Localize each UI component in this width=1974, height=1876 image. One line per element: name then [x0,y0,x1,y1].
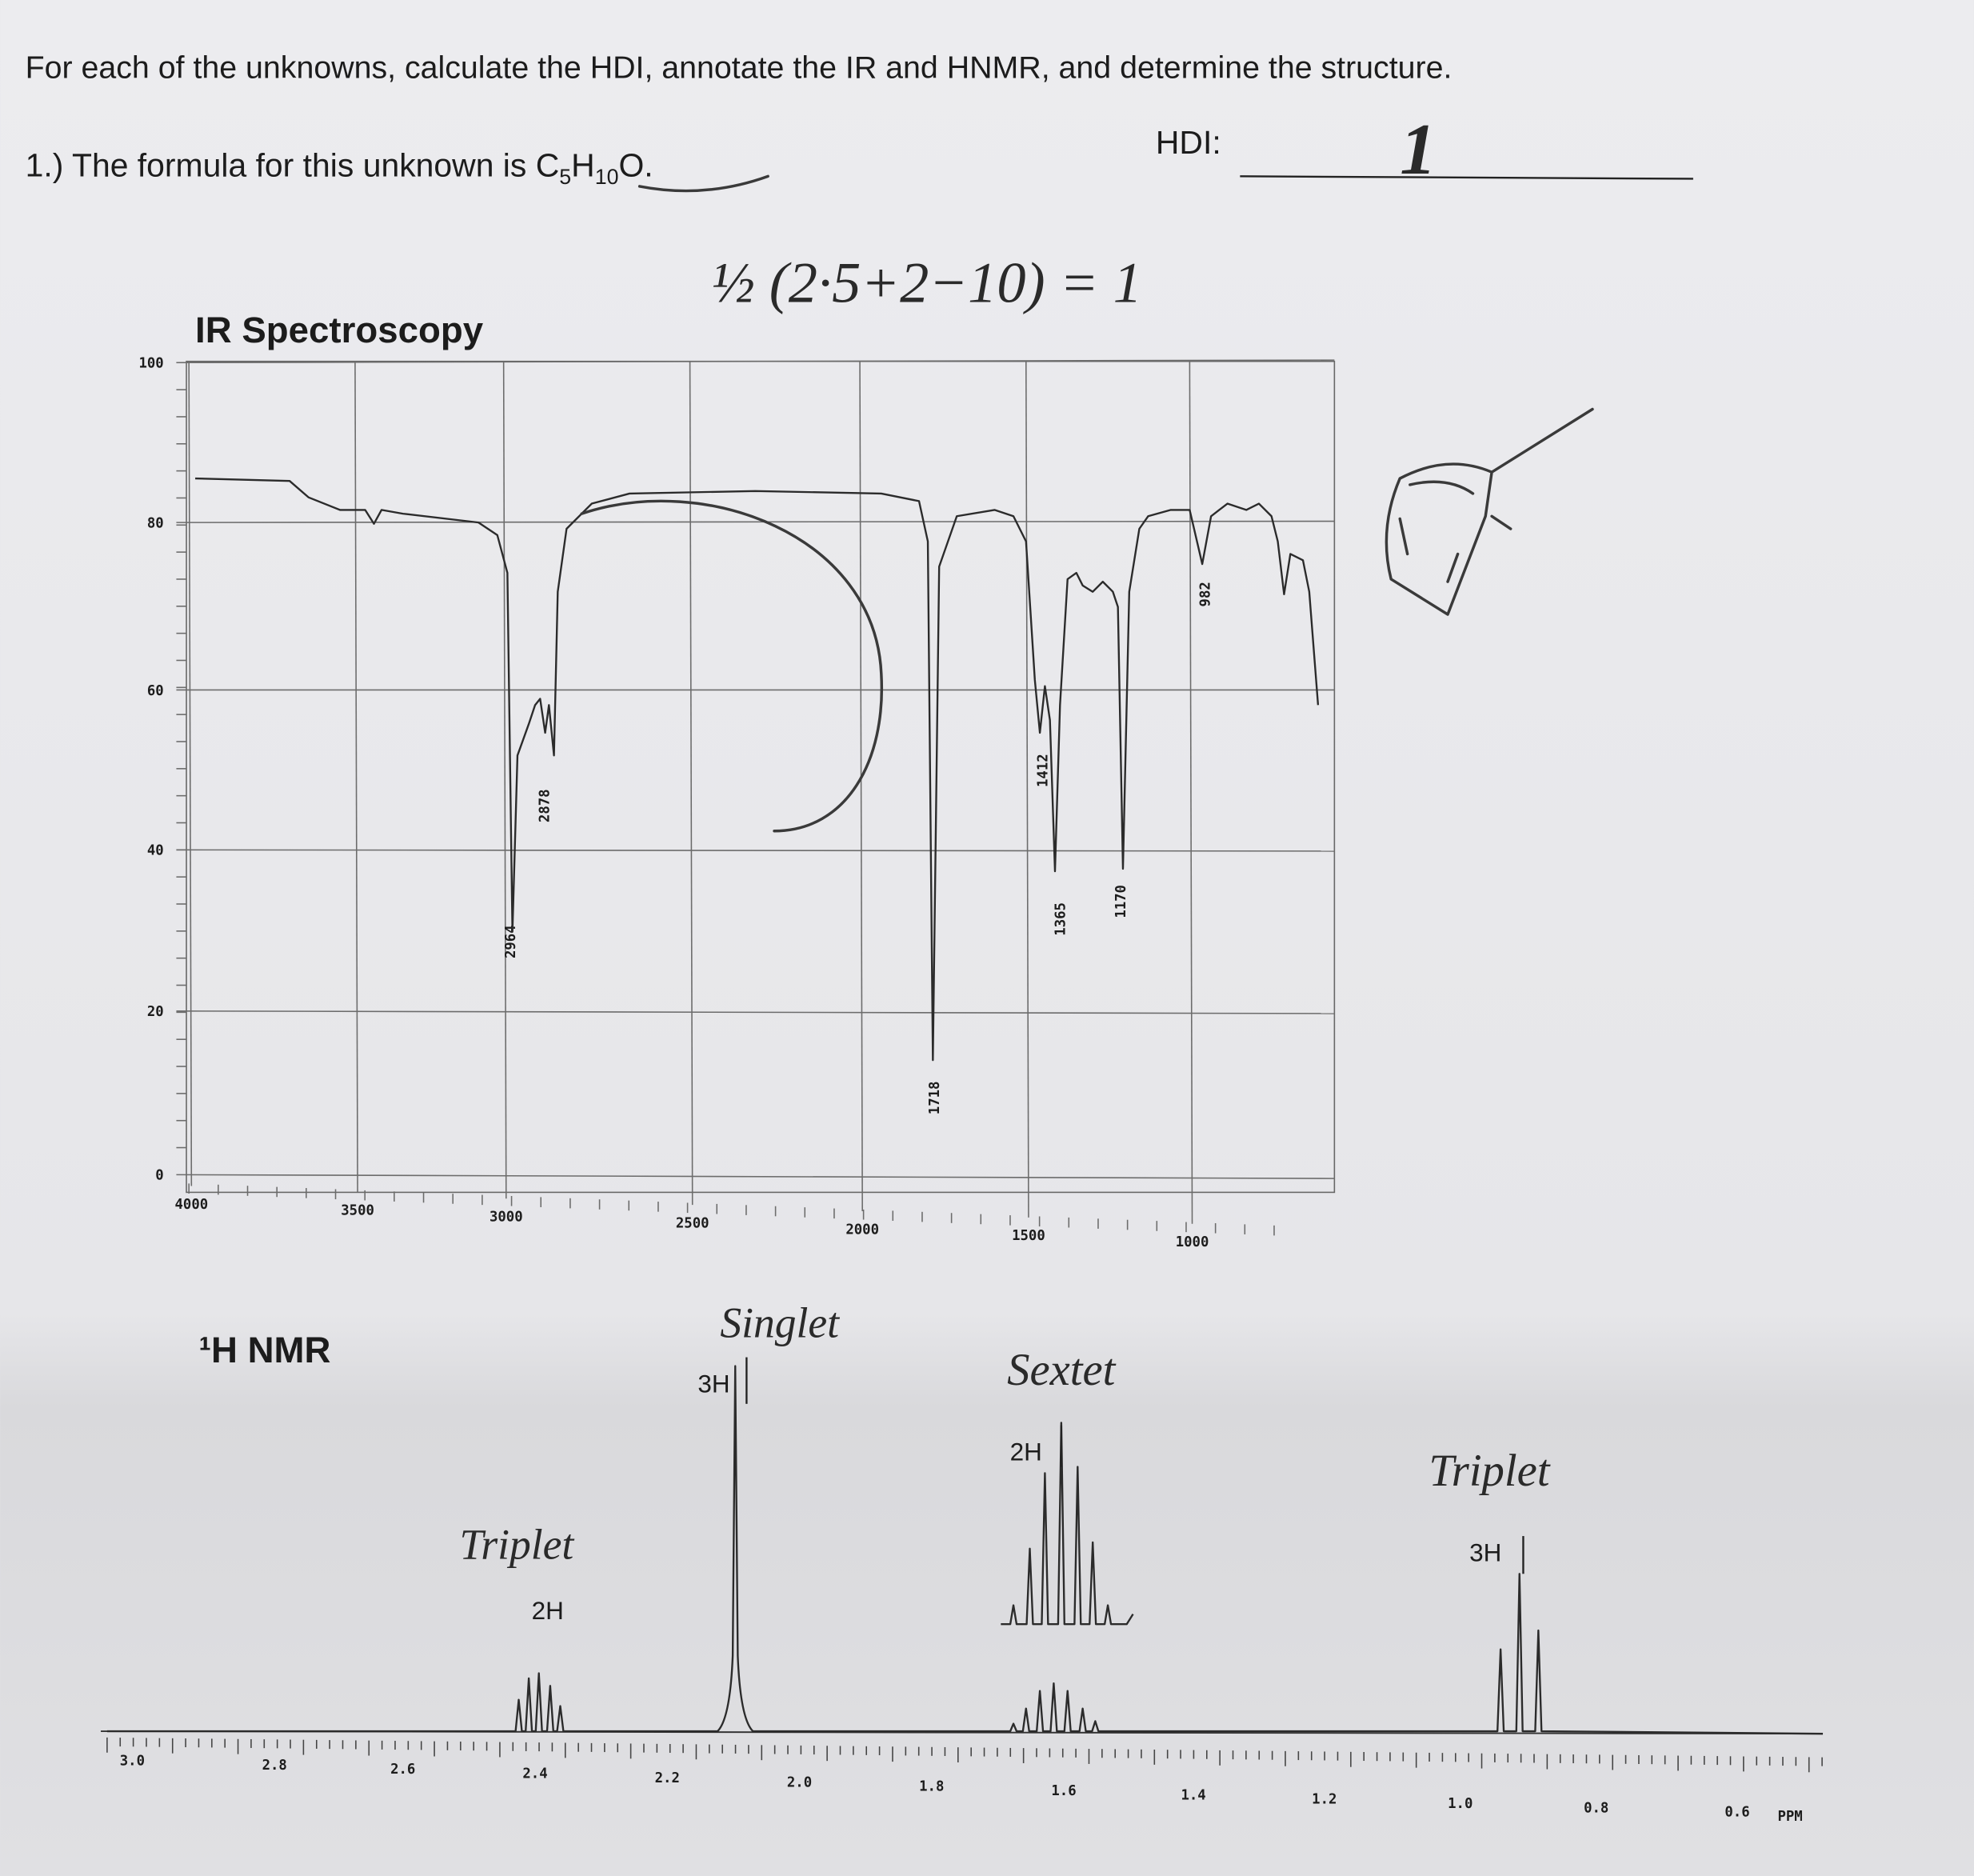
ir-x-tick-label: 2500 [676,1215,709,1231]
triplet-note: Triplet [460,1520,575,1568]
underline [637,174,769,193]
nmr-x-tick-label: 2.4 [522,1766,547,1782]
ir-peak-label: 2878 [537,789,553,822]
nmr-expansion [1001,1422,1134,1626]
integration-label: 3H [697,1370,729,1398]
ir-spectrum [195,477,1320,1062]
triplet-note: Triplet [1429,1446,1550,1496]
ir-y-tick-label: 20 [147,1004,164,1020]
ir-x-tick-label: 3000 [490,1210,523,1226]
formula-sub: 5 [559,165,571,189]
nmr-x-tick-label: 2.0 [787,1774,812,1790]
instructions: For each of the unknowns, calculate the … [26,50,1453,86]
nmr-chart: 3.0 2.8 2.6 2.4 2.2 2.0 1.8 1.6 1.4 1.2 1.0 0.8 0.6 P… [101,1357,1824,1825]
sextet-note: Sextet [1007,1346,1116,1395]
ir-x-tick-label: 1500 [1012,1228,1045,1244]
nmr-x-tick-label: 1.0 [1448,1796,1473,1812]
ir-grid-line [176,1174,1335,1179]
ir-x-tick-label: 1000 [1176,1234,1209,1250]
nmr-x-tick-label: 1.4 [1181,1787,1205,1803]
nmr-x-tick-label: 0.8 [1584,1800,1608,1816]
ir-grid-line [502,361,507,1199]
ir-chart: 100 80 60 40 20 0 4000 3500 3000 2500 2000 1500 1000… [138,356,1336,1250]
nmr-x-tick-label: 1.8 [919,1779,944,1795]
ir-grid-line [176,1010,1335,1014]
ir-peak-label: 1718 [927,1082,943,1115]
problem-text: 1.) The formula for this unknown is [26,146,536,183]
ir-peak-label: 1365 [1053,902,1069,936]
hdi-calc: ½ (2·5+2−10) = 1 [711,250,1142,315]
nmr-x-tick-label: 2.6 [390,1762,415,1778]
ir-grid-line [1025,361,1029,1218]
ir-grid-line [1189,361,1193,1224]
nmr-x-tick-label: 2.2 [655,1770,680,1786]
ir-peak-label: 982 [1198,582,1214,606]
ir-peak-label: 1412 [1036,754,1052,787]
ir-peak-label: 1170 [1113,885,1129,918]
problem: 1.) The formula for this unknown is C5H1… [26,146,653,188]
ir-y-tick-label: 80 [147,515,164,531]
ir-grid-line [176,849,1335,852]
nmr-x-tick-label: 3.0 [120,1754,145,1770]
integration-label: 2H [1010,1438,1042,1466]
ir-peak-label: 2964 [503,925,519,958]
nmr-title: ¹H NMR [199,1330,331,1370]
ir-grid-line [354,361,358,1193]
formula-sub: 10 [595,165,619,189]
hdi-answer-line [1240,175,1693,180]
formula-c: C [536,146,560,183]
singlet-note: Singlet [720,1298,840,1346]
hdi-label: HDI: [1156,124,1221,161]
integration-label: 2H [532,1597,564,1625]
ir-title: IR Spectroscopy [195,310,484,350]
ir-grid-line [176,359,1335,364]
ir-y-tick-label: 0 [155,1168,163,1184]
nmr-spectrum [106,1365,1824,1735]
formula-o: O. [618,146,653,183]
ir-x-tick-label: 2000 [845,1222,879,1238]
hdi-answer: 1 [1400,109,1437,190]
formula-h: H [571,146,595,183]
nmr-x-tick-label: 0.6 [1724,1805,1749,1821]
ir-y-tick-label: 100 [138,356,163,372]
ir-x-tick-label: 3500 [341,1203,374,1219]
nmr-x-tick-label: 2.8 [262,1758,287,1774]
ir-x-tick-label: 4000 [175,1197,209,1213]
nmr-unit: PPM [1777,1809,1802,1825]
ir-grid-line [188,361,193,1186]
nmr-x-tick-label: 1.2 [1312,1792,1337,1808]
ir-y-tick-label: 40 [147,843,164,859]
nmr-x-tick-label: 1.6 [1051,1783,1076,1799]
structure-sketch [1385,407,1594,616]
integration-label: 3H [1469,1539,1501,1567]
ir-annotation-circle [580,499,884,833]
ir-grid-line [176,520,1335,523]
ir-grid-line [859,361,863,1212]
ir-y-tick-label: 60 [147,683,164,699]
